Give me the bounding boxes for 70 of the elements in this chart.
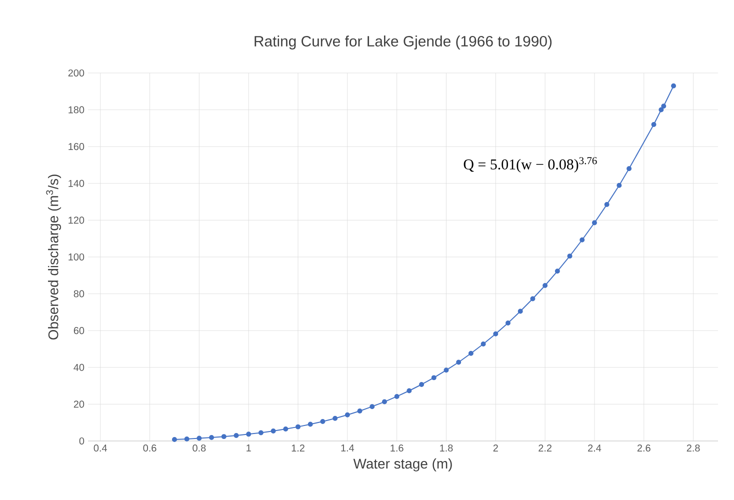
point — [406, 388, 412, 394]
y-tick-label: 60 — [74, 327, 84, 334]
point — [270, 428, 276, 434]
point — [221, 434, 226, 440]
point — [671, 83, 676, 88]
x-tick-label: 2 — [493, 444, 498, 452]
x-tick-label: 2.6 — [637, 444, 650, 452]
x-tick-label: 2.8 — [686, 444, 700, 452]
point — [480, 342, 486, 347]
x-tick-label: 1.2 — [292, 444, 304, 452]
x-tick-label: 2.4 — [588, 444, 602, 452]
point — [172, 437, 177, 442]
point — [196, 436, 202, 441]
y-axis-title: Observed discharge (m$^{3}$/s) — [46, 174, 62, 340]
y-tick-label: 80 — [74, 290, 84, 298]
point — [320, 418, 326, 424]
x-tick-label: 2.2 — [538, 444, 552, 452]
x-tick-label: 1.8 — [440, 444, 453, 452]
y-tick-label: 140 — [68, 180, 84, 187]
x-axis-title: Water stage (m) — [353, 458, 452, 472]
x-tick-label: 0.4 — [94, 444, 107, 452]
point — [518, 308, 523, 314]
x-tick-label: 0.8 — [192, 444, 206, 452]
annotation: Q = 5.01(w − 0.08)$^{3.76}$ — [464, 157, 597, 173]
point — [542, 283, 548, 288]
point — [308, 422, 313, 427]
point — [419, 382, 424, 387]
point — [468, 350, 474, 356]
point — [554, 268, 560, 274]
point — [592, 220, 597, 226]
point — [234, 432, 239, 438]
x-tick-label: 1 — [246, 444, 251, 452]
y-tick-label: 100 — [68, 253, 84, 261]
point — [258, 430, 264, 436]
point — [209, 434, 214, 440]
point — [296, 424, 300, 430]
chart-title: Rating Curve for Lake Gjende (1966 to 1990) — [254, 36, 552, 50]
y-tick-label: 200 — [68, 69, 84, 77]
x-tick-label: 1.6 — [390, 444, 404, 452]
point — [357, 408, 362, 414]
point — [444, 368, 449, 373]
point — [344, 412, 350, 418]
point — [530, 296, 536, 302]
y-tick-label: 0 — [79, 437, 84, 445]
point — [370, 404, 375, 410]
point — [661, 104, 666, 109]
point — [382, 399, 387, 404]
point — [604, 202, 610, 208]
point — [580, 237, 585, 242]
y-tick-label: 20 — [74, 400, 84, 408]
point — [626, 166, 632, 172]
point — [431, 375, 436, 380]
x-tick-label: 1.4 — [341, 444, 354, 452]
x-tick-label: 0.6 — [143, 444, 156, 452]
point — [493, 331, 498, 336]
point — [332, 416, 338, 421]
point — [283, 426, 288, 432]
point — [651, 122, 656, 127]
y-tick-label: 120 — [68, 216, 84, 224]
point — [567, 254, 572, 259]
point — [456, 360, 462, 365]
point — [184, 436, 190, 442]
y-tick-label: 160 — [68, 143, 84, 150]
point — [394, 394, 400, 399]
point — [616, 182, 622, 188]
point — [658, 107, 664, 112]
point — [506, 320, 511, 326]
y-tick-label: 40 — [74, 364, 84, 371]
y-tick-label: 180 — [68, 106, 84, 114]
point — [246, 432, 252, 437]
